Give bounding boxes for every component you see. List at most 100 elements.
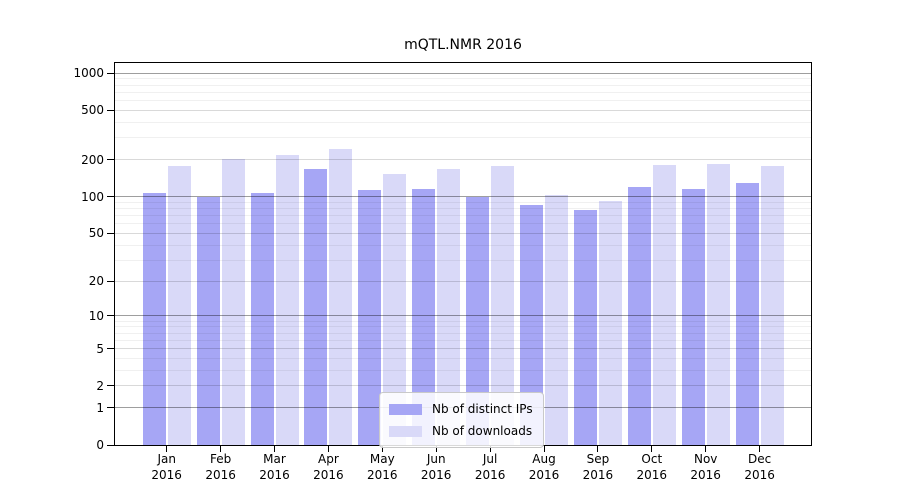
bar-downloads-oct [652,165,676,445]
y-tick-label-20: 20 [88,274,104,289]
x-tick-mark-jul [489,446,491,452]
gridline-y-50 [115,232,811,234]
bar-ips-jun [412,189,436,445]
x-tick-mark-sep [597,446,599,452]
bar-ips-nov [681,188,705,445]
y-tick-mark-50 [107,232,114,234]
y-tick-mark-100 [107,196,114,198]
gridline-y-300 [115,137,811,139]
y-tick-label-10: 10 [88,308,104,323]
x-tick-mark-dec [759,446,761,452]
plot-area: Nb of distinct IPs Nb of downloads [114,62,812,448]
y-tick-mark-5 [107,348,114,350]
x-tick-mark-mar [274,446,275,452]
gridline-y-8 [115,326,811,328]
bar-ips-jul [466,196,490,445]
gridline-y-1000 [115,72,811,74]
bar-downloads-may [383,174,407,445]
x-tick-mark-jun [435,446,437,452]
x-tick-mark-jan [166,446,168,452]
x-tick-label-nov: Nov 2016 [690,452,721,482]
gridline-y-9 [115,320,811,322]
gridline-y-800 [115,84,811,86]
bar-ips-may [358,189,382,445]
gridline-y-4 [115,357,811,359]
gridline-y-20 [115,280,811,282]
gridline-y-700 [115,91,811,93]
y-tick-label-5: 5 [96,341,104,356]
gridline-y-90 [115,201,811,203]
y-tick-mark-0 [107,444,114,446]
gridline-y-7 [115,332,811,334]
legend-item-distinct-ips: Nb of distinct IPs [389,398,533,420]
bar-ips-feb [196,197,220,445]
x-tick-label-may: May 2016 [367,452,398,482]
y-tick-mark-2 [107,385,114,387]
x-tick-label-mar: Mar 2016 [259,452,290,482]
gridline-y-600 [115,100,811,102]
bar-downloads-apr [329,148,353,445]
y-tick-label-0: 0 [96,438,104,452]
bar-downloads-jan [167,165,191,445]
gridline-y-900 [115,78,811,80]
bar-ips-sep [573,209,597,445]
legend-label-distinct-ips: Nb of distinct IPs [432,402,533,416]
gridline-y-60 [115,223,811,225]
bar-ips-oct [627,186,651,445]
bar-downloads-jun [437,168,461,445]
bar-downloads-jul [491,165,515,445]
gridline-y-5 [115,348,811,350]
gridline-y-10 [115,315,811,317]
gridline-y-3 [115,369,811,371]
y-tick-mark-1 [107,407,114,409]
legend-swatch-downloads [389,425,422,437]
gridline-y-80 [115,208,811,210]
y-tick-label-2: 2 [96,378,104,393]
x-tick-mark-apr [327,446,329,452]
x-tick-label-apr: Apr 2016 [313,452,344,482]
gridline-y-200 [115,159,811,161]
bar-downloads-aug [545,194,568,445]
gridline-y-40 [115,244,811,246]
y-tick-mark-20 [107,280,114,282]
x-tick-label-dec: Dec 2016 [744,452,775,482]
x-tick-mark-aug [543,446,545,452]
gridline-y-30 [115,259,811,261]
gridline-y-400 [115,121,811,123]
x-tick-label-aug: Aug 2016 [528,452,560,482]
x-tick-label-sep: Sep 2016 [582,452,614,482]
gridline-y-70 [115,215,811,217]
y-tick-mark-500 [107,109,114,111]
y-tick-label-200: 200 [81,152,104,167]
x-tick-label-jul: Jul 2016 [474,452,506,482]
gridline-y-100 [115,196,811,198]
bar-ips-jan [142,192,166,445]
bar-downloads-mar [275,154,299,445]
bar-downloads-dec [760,165,784,445]
y-tick-mark-10 [107,315,114,317]
bar-ips-aug [520,204,543,445]
y-tick-label-1000: 1000 [73,66,104,81]
y-tick-label-500: 500 [81,103,104,118]
gridline-y-6 [115,339,811,341]
x-tick-label-jan: Jan 2016 [151,452,182,482]
bar-ips-dec [735,183,759,445]
x-tick-mark-oct [651,446,653,452]
x-tick-label-feb: Feb 2016 [205,452,236,482]
y-tick-label-50: 50 [88,226,104,241]
x-tick-mark-may [381,446,383,452]
bar-downloads-sep [598,201,622,445]
legend-swatch-distinct-ips [389,403,422,415]
bar-downloads-nov [706,164,730,445]
legend: Nb of distinct IPs Nb of downloads [379,392,544,448]
y-tick-mark-1000 [107,72,114,74]
x-tick-label-jun: Jun 2016 [420,452,452,482]
y-tick-label-1: 1 [96,400,104,415]
bar-downloads-feb [221,159,245,445]
x-tick-label-oct: Oct 2016 [636,452,668,482]
x-tick-mark-feb [220,446,222,452]
y-tick-label-100: 100 [81,189,104,204]
bar-ips-apr [304,169,328,445]
y-tick-mark-200 [107,159,114,161]
